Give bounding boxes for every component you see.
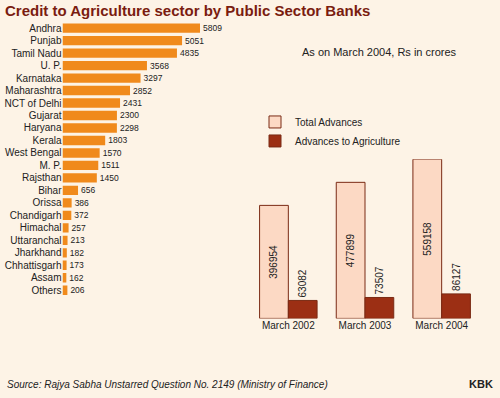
svg-text:Advances to Agriculture: Advances to Agriculture xyxy=(295,136,400,147)
svg-text:Others: Others xyxy=(31,285,61,296)
svg-text:2852: 2852 xyxy=(133,86,152,96)
svg-text:1450: 1450 xyxy=(100,173,119,183)
svg-text:Chhattisgarh: Chhattisgarh xyxy=(5,260,62,271)
svg-text:Jharkhand: Jharkhand xyxy=(15,247,62,258)
svg-text:Himachal: Himachal xyxy=(20,222,62,233)
svg-text:63082: 63082 xyxy=(297,269,308,297)
svg-text:372: 372 xyxy=(74,210,88,220)
svg-text:5809: 5809 xyxy=(203,23,222,33)
svg-text:March 2004: March 2004 xyxy=(415,320,468,331)
svg-text:Uttaranchal: Uttaranchal xyxy=(10,235,61,246)
svg-text:Chandigarh: Chandigarh xyxy=(10,210,62,221)
svg-text:206: 206 xyxy=(70,285,84,295)
svg-text:477899: 477899 xyxy=(345,233,356,267)
svg-text:Source: Rajya Sabha Unstarred: Source: Rajya Sabha Unstarred Question N… xyxy=(7,379,328,390)
svg-text:2431: 2431 xyxy=(123,98,142,108)
svg-text:Assam: Assam xyxy=(31,272,62,283)
svg-text:559158: 559158 xyxy=(422,222,433,256)
svg-text:86127: 86127 xyxy=(451,263,462,291)
svg-text:1803: 1803 xyxy=(108,135,127,145)
svg-text:KBK: KBK xyxy=(469,378,493,390)
svg-text:2300: 2300 xyxy=(120,110,139,120)
svg-text:Haryana: Haryana xyxy=(24,122,62,133)
svg-text:182: 182 xyxy=(70,248,84,258)
svg-text:4835: 4835 xyxy=(180,48,199,58)
svg-text:March 2003: March 2003 xyxy=(339,320,392,331)
svg-text:Punjab: Punjab xyxy=(30,35,62,46)
svg-text:Total Advances: Total Advances xyxy=(295,117,362,128)
svg-text:M. P.: M. P. xyxy=(39,160,61,171)
svg-text:1511: 1511 xyxy=(101,160,120,170)
svg-text:Bihar: Bihar xyxy=(38,185,62,196)
svg-text:As on March 2004, Rs in crores: As on March 2004, Rs in crores xyxy=(302,46,457,58)
svg-text:73507: 73507 xyxy=(374,266,385,294)
svg-text:396954: 396954 xyxy=(268,245,279,279)
svg-text:257: 257 xyxy=(72,223,86,233)
svg-text:NCT of Delhi: NCT of Delhi xyxy=(4,98,61,109)
svg-text:Kerala: Kerala xyxy=(33,135,62,146)
svg-text:Orissa: Orissa xyxy=(33,197,62,208)
svg-text:3297: 3297 xyxy=(144,73,163,83)
svg-text:Gujarat: Gujarat xyxy=(29,110,62,121)
svg-text:162: 162 xyxy=(69,273,83,283)
svg-text:Rajsthan: Rajsthan xyxy=(22,172,61,183)
svg-text:1570: 1570 xyxy=(103,148,122,158)
svg-text:Andhra: Andhra xyxy=(29,23,62,34)
svg-text:U. P.: U. P. xyxy=(41,60,62,71)
svg-text:West Bengal: West Bengal xyxy=(5,147,62,158)
svg-text:656: 656 xyxy=(81,185,95,195)
svg-text:3568: 3568 xyxy=(150,61,169,71)
svg-text:Tamil Nadu: Tamil Nadu xyxy=(11,48,61,59)
svg-text:March 2002: March 2002 xyxy=(262,320,315,331)
svg-text:213: 213 xyxy=(71,235,85,245)
svg-text:Credit to Agriculture sector b: Credit to Agriculture sector by Public S… xyxy=(5,2,370,19)
svg-text:386: 386 xyxy=(75,198,89,208)
svg-text:Maharashtra: Maharashtra xyxy=(5,85,62,96)
svg-text:2298: 2298 xyxy=(120,123,139,133)
svg-text:Karnataka: Karnataka xyxy=(16,73,62,84)
svg-text:173: 173 xyxy=(70,260,84,270)
svg-text:5051: 5051 xyxy=(185,36,204,46)
